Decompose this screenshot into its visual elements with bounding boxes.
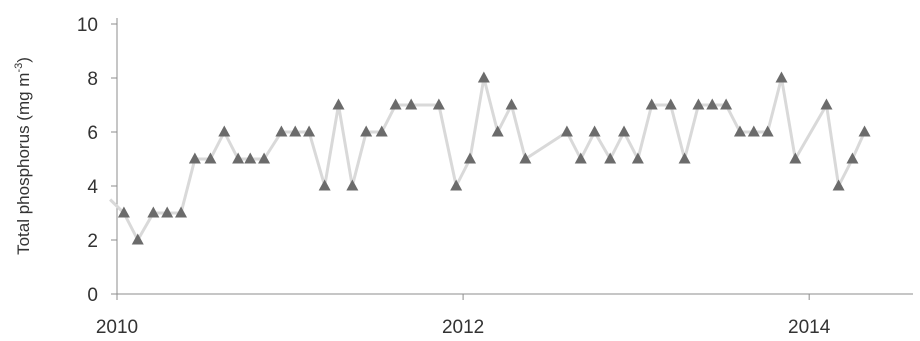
x-axis-ticks: 2010 2012 2014 xyxy=(96,294,831,338)
data-point-marker xyxy=(432,98,445,110)
data-point-marker xyxy=(275,125,288,137)
data-point-marker xyxy=(303,125,316,137)
data-point-marker xyxy=(775,71,788,83)
data-point-marker xyxy=(318,179,331,191)
data-point-marker xyxy=(678,152,691,164)
data-point-marker xyxy=(832,179,845,191)
y-axis-ticks: 0 2 4 6 8 10 xyxy=(77,15,117,306)
y-tick-label: 2 xyxy=(87,231,98,252)
y-axis-label-close: ) xyxy=(14,57,33,63)
data-point-marker xyxy=(375,125,388,137)
data-point-marker xyxy=(188,152,201,164)
data-point-marker xyxy=(588,125,601,137)
y-tick-label: 6 xyxy=(87,123,98,144)
data-point-marker xyxy=(491,125,504,137)
data-point-marker xyxy=(631,152,644,164)
data-point-marker xyxy=(747,125,760,137)
axes xyxy=(113,18,913,300)
data-point-marker xyxy=(232,152,245,164)
data-point-marker xyxy=(560,125,573,137)
data-point-marker xyxy=(147,206,160,218)
data-point-marker xyxy=(389,98,402,110)
data-point-marker xyxy=(289,125,302,137)
data-point-marker xyxy=(332,98,345,110)
data-point-marker xyxy=(360,125,373,137)
data-point-marker xyxy=(720,98,733,110)
data-point-marker xyxy=(645,98,658,110)
data-point-marker xyxy=(733,125,746,137)
x-tick-label: 2014 xyxy=(788,317,831,338)
data-point-marker xyxy=(450,179,463,191)
y-axis-label: Total phosphorus (mg m-3) xyxy=(13,57,33,255)
data-point-marker xyxy=(664,98,677,110)
data-point-marker xyxy=(161,206,174,218)
data-point-marker xyxy=(574,152,587,164)
y-axis-label-main: Total phosphorus (mg m xyxy=(14,73,33,255)
data-point-marker xyxy=(858,125,871,137)
x-tick-label: 2012 xyxy=(442,317,484,338)
data-point-marker xyxy=(505,98,518,110)
data-point-marker xyxy=(477,71,490,83)
series-line xyxy=(109,76,866,242)
data-point-marker xyxy=(761,125,774,137)
data-point-marker xyxy=(464,152,477,164)
data-point-marker xyxy=(244,152,257,164)
data-point-marker xyxy=(789,152,802,164)
data-point-marker xyxy=(175,206,188,218)
data-point-marker xyxy=(346,179,359,191)
data-point-marker xyxy=(706,98,719,110)
y-tick-label: 10 xyxy=(77,15,98,36)
y-tick-label: 8 xyxy=(87,69,98,90)
data-point-marker xyxy=(258,152,271,164)
data-point-marker xyxy=(519,152,532,164)
data-point-marker xyxy=(846,152,859,164)
y-axis-label-superscript: -3 xyxy=(13,63,25,73)
data-point-marker xyxy=(405,98,418,110)
y-tick-label: 4 xyxy=(87,177,98,198)
x-tick-label: 2010 xyxy=(96,317,138,338)
data-point-marker xyxy=(204,152,217,164)
y-tick-label: 0 xyxy=(87,285,98,306)
data-point-marker xyxy=(131,233,144,245)
data-point-marker xyxy=(618,125,631,137)
data-point-marker xyxy=(820,98,833,110)
data-point-marker xyxy=(604,152,617,164)
data-series xyxy=(109,71,871,245)
data-point-marker xyxy=(692,98,705,110)
data-point-marker xyxy=(218,125,231,137)
data-point-marker xyxy=(117,206,130,218)
